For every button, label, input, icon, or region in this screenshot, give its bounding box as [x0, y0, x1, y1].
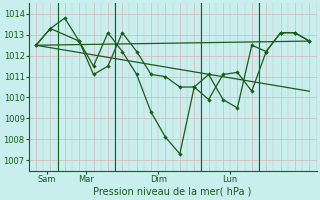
X-axis label: Pression niveau de la mer( hPa ): Pression niveau de la mer( hPa ): [93, 187, 252, 197]
